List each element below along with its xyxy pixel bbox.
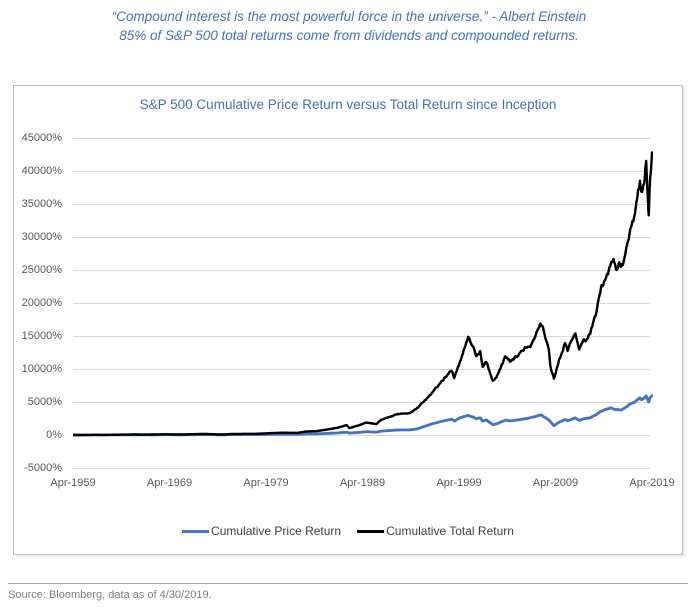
legend-label-total-return: Cumulative Total Return: [386, 524, 514, 538]
plot-area: [73, 138, 653, 469]
series-line-cumulative-total-return: [73, 151, 653, 437]
y-axis-tick-label: 5000%: [27, 396, 62, 408]
x-axis-tick-label: Apr-1959: [50, 477, 96, 489]
legend: Cumulative Price Return Cumulative Total…: [14, 524, 682, 538]
x-axis-tick-label: Apr-1989: [339, 477, 386, 489]
legend-line-sample-total-return: [357, 529, 385, 533]
x-axis-tick-label: Apr-1999: [436, 477, 482, 489]
legend-line-sample-price-return: [182, 529, 210, 533]
x-axis-tick-label: Apr-1979: [243, 477, 289, 489]
y-axis-tick-label: 40000%: [21, 165, 62, 177]
legend-item-total-return: Cumulative Total Return: [357, 524, 514, 538]
header-quote: “Compound interest is the most powerful …: [0, 7, 698, 45]
y-axis-tick-label: 0%: [46, 429, 62, 441]
legend-label-price-return: Cumulative Price Return: [211, 524, 342, 538]
y-axis-tick-label: 30000%: [21, 231, 62, 243]
chart-title: S&P 500 Cumulative Price Return versus T…: [139, 97, 557, 112]
series-line-cumulative-price-return: [73, 394, 653, 437]
legend-item-price-return: Cumulative Price Return: [182, 524, 341, 538]
footer-divider: [8, 583, 688, 584]
x-axis-tick-label: Apr-2019: [629, 477, 675, 489]
y-axis-tick-label: 45000%: [21, 132, 62, 144]
y-axis-tick-label: 35000%: [21, 198, 62, 210]
quote-line-1: “Compound interest is the most powerful …: [111, 9, 587, 24]
x-axis-tick-label: Apr-1969: [146, 477, 193, 489]
chart-panel: S&P 500 Cumulative Price Return versus T…: [13, 85, 683, 555]
x-axis-tick-label: Apr-2009: [532, 477, 579, 489]
y-axis-tick-label: 25000%: [21, 264, 62, 276]
y-axis-tick-label: -5000%: [24, 462, 62, 474]
y-axis-tick-label: 15000%: [21, 330, 62, 342]
source-note: Source: Bloomberg, data as of 4/30/2019.: [8, 589, 212, 601]
y-axis-tick-label: 10000%: [21, 363, 62, 375]
quote-line-2: 85% of S&P 500 total returns come from d…: [119, 28, 579, 43]
y-axis-tick-label: 20000%: [21, 297, 62, 309]
